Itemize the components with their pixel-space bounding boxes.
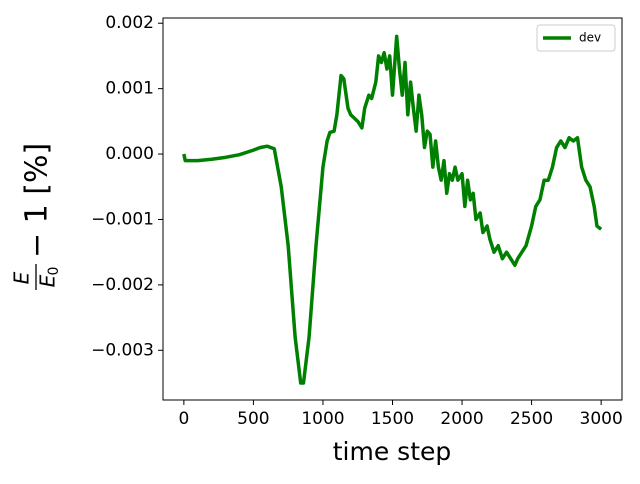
y-label-suffix: − 1 [%] xyxy=(20,143,55,258)
x-tick-label: 3000 xyxy=(580,409,623,429)
x-axis-label: time step xyxy=(333,437,452,466)
x-tick-label: 2500 xyxy=(510,409,553,429)
y-label-denominator: E xyxy=(36,274,60,287)
y-tick-label: −0.001 xyxy=(91,209,154,229)
y-label-subscript: 0 xyxy=(46,267,62,276)
legend-box xyxy=(536,24,616,52)
x-tick-label: 500 xyxy=(237,409,269,429)
x-tick-label: 1000 xyxy=(301,409,344,429)
y-tick-label: 0.000 xyxy=(105,144,154,164)
y-tick-label: −0.002 xyxy=(91,275,154,295)
x-tick-label: 1500 xyxy=(371,409,414,429)
legend-label: dev xyxy=(579,31,601,45)
y-tick-label: −0.003 xyxy=(91,340,154,360)
y-tick-label: 0.002 xyxy=(105,13,154,33)
x-tick-label: 0 xyxy=(178,409,189,429)
y-axis-label: E E 0 − 1 [%] xyxy=(10,143,62,290)
y-tick-label: 0.001 xyxy=(105,79,154,99)
data-line xyxy=(182,34,603,385)
x-tick-label: 2000 xyxy=(440,409,483,429)
y-label-numerator: E xyxy=(10,271,34,284)
plot-frame xyxy=(162,17,623,401)
